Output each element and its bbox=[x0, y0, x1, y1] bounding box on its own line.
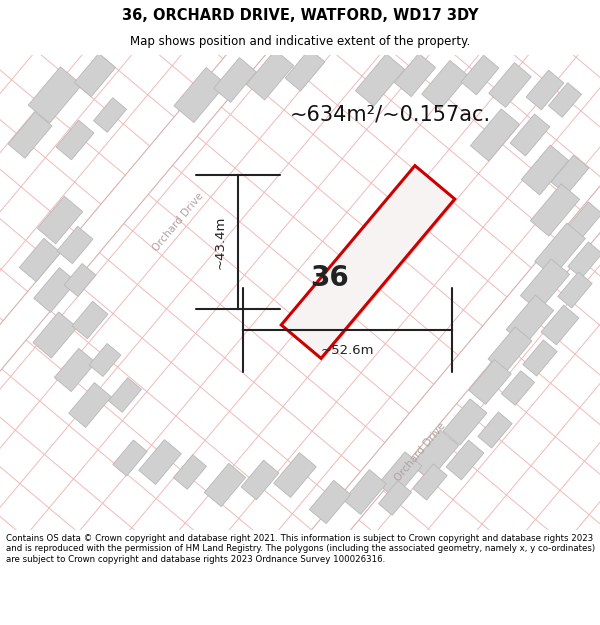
Polygon shape bbox=[57, 226, 93, 264]
Text: Orchard Drive: Orchard Drive bbox=[392, 421, 448, 483]
Text: Orchard Drive: Orchard Drive bbox=[151, 191, 205, 253]
Polygon shape bbox=[548, 82, 581, 118]
Text: ~52.6m: ~52.6m bbox=[321, 344, 374, 356]
Polygon shape bbox=[34, 268, 76, 312]
Text: 36, ORCHARD DRIVE, WATFORD, WD17 3DY: 36, ORCHARD DRIVE, WATFORD, WD17 3DY bbox=[122, 8, 478, 23]
Text: ~634m²/~0.157ac.: ~634m²/~0.157ac. bbox=[289, 105, 491, 125]
Text: 36: 36 bbox=[311, 264, 349, 292]
Polygon shape bbox=[521, 145, 569, 195]
Polygon shape bbox=[510, 114, 550, 156]
Polygon shape bbox=[523, 340, 557, 376]
Polygon shape bbox=[173, 455, 206, 489]
Polygon shape bbox=[488, 327, 532, 373]
Polygon shape bbox=[113, 440, 147, 476]
Polygon shape bbox=[568, 242, 600, 278]
Polygon shape bbox=[33, 312, 77, 358]
Polygon shape bbox=[72, 301, 108, 339]
Polygon shape bbox=[506, 295, 554, 345]
Polygon shape bbox=[520, 259, 569, 311]
Polygon shape bbox=[412, 430, 458, 480]
Polygon shape bbox=[0, 0, 382, 452]
Polygon shape bbox=[568, 202, 600, 238]
Polygon shape bbox=[558, 272, 592, 308]
Polygon shape bbox=[205, 463, 245, 507]
Polygon shape bbox=[378, 452, 422, 498]
Polygon shape bbox=[446, 440, 484, 480]
Text: ~43.4m: ~43.4m bbox=[214, 215, 227, 269]
Polygon shape bbox=[461, 55, 499, 95]
Polygon shape bbox=[535, 223, 585, 277]
Polygon shape bbox=[139, 439, 181, 484]
Polygon shape bbox=[355, 54, 404, 106]
Polygon shape bbox=[109, 378, 142, 412]
Polygon shape bbox=[470, 109, 520, 161]
Polygon shape bbox=[422, 61, 469, 109]
Polygon shape bbox=[241, 460, 279, 500]
Polygon shape bbox=[394, 53, 436, 97]
Polygon shape bbox=[274, 452, 316, 498]
Polygon shape bbox=[310, 481, 350, 524]
Polygon shape bbox=[37, 196, 83, 244]
Polygon shape bbox=[74, 53, 116, 97]
Polygon shape bbox=[56, 120, 94, 160]
Polygon shape bbox=[8, 112, 52, 158]
Polygon shape bbox=[443, 399, 487, 445]
Polygon shape bbox=[55, 348, 95, 392]
Polygon shape bbox=[526, 70, 564, 110]
Polygon shape bbox=[214, 58, 256, 102]
Polygon shape bbox=[194, 134, 600, 625]
Polygon shape bbox=[19, 238, 61, 282]
Text: Map shows position and indicative extent of the property.: Map shows position and indicative extent… bbox=[130, 35, 470, 48]
Polygon shape bbox=[478, 412, 512, 448]
Polygon shape bbox=[469, 359, 511, 404]
Polygon shape bbox=[174, 68, 226, 122]
Polygon shape bbox=[28, 67, 82, 123]
Polygon shape bbox=[285, 49, 325, 91]
Polygon shape bbox=[541, 305, 579, 345]
Polygon shape bbox=[89, 344, 121, 376]
Polygon shape bbox=[281, 166, 455, 358]
Polygon shape bbox=[247, 50, 293, 100]
Polygon shape bbox=[489, 62, 531, 107]
Text: Contains OS data © Crown copyright and database right 2021. This information is : Contains OS data © Crown copyright and d… bbox=[6, 534, 595, 564]
Polygon shape bbox=[344, 469, 386, 514]
Polygon shape bbox=[530, 184, 580, 236]
Polygon shape bbox=[413, 464, 447, 500]
Polygon shape bbox=[551, 155, 589, 195]
Polygon shape bbox=[69, 382, 111, 428]
Polygon shape bbox=[502, 371, 535, 405]
Polygon shape bbox=[94, 98, 127, 132]
Polygon shape bbox=[64, 264, 96, 296]
Polygon shape bbox=[379, 481, 412, 515]
